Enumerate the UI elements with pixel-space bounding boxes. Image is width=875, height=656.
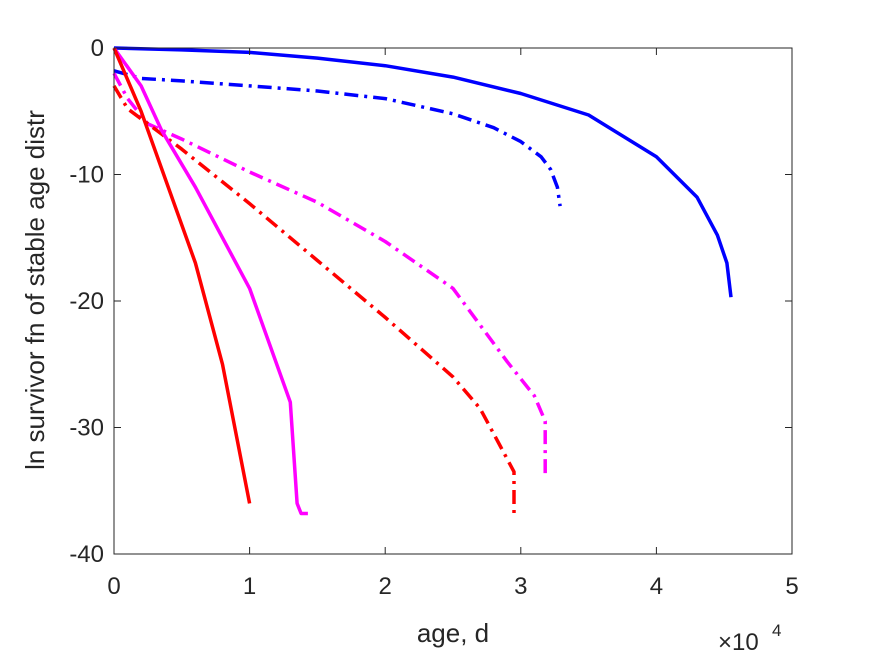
x-axis: 0 1 2 3 4 5 <box>107 48 799 600</box>
series-line-2 <box>113 69 562 207</box>
x-scale-multiplier: ×10 4 <box>718 621 781 656</box>
series-line-5 <box>112 46 308 516</box>
y-axis: 0 -10 -20 -30 -40 <box>69 35 792 568</box>
x-axis-label: age, d <box>417 618 489 648</box>
x-tick-label: 4 <box>650 573 663 600</box>
plot-area <box>114 48 792 554</box>
x-scale-base: ×10 <box>718 629 759 656</box>
x-tick-label: 0 <box>107 573 120 600</box>
x-tick-label: 3 <box>514 573 527 600</box>
x-scale-exponent: 4 <box>772 621 781 640</box>
x-tick-label: 1 <box>243 573 256 600</box>
y-tick-label: -30 <box>69 415 104 442</box>
series-line-6 <box>112 47 252 504</box>
y-axis-label: ln survivor fn of stable age distr <box>20 110 50 470</box>
y-tick-label: -10 <box>69 162 104 189</box>
y-tick-label: 0 <box>91 35 104 62</box>
x-tick-label: 2 <box>379 573 392 600</box>
x-tick-label: 5 <box>785 573 798 600</box>
series-line-4 <box>112 85 516 514</box>
y-tick-label: -20 <box>69 288 104 315</box>
y-tick-label: -40 <box>69 541 104 568</box>
